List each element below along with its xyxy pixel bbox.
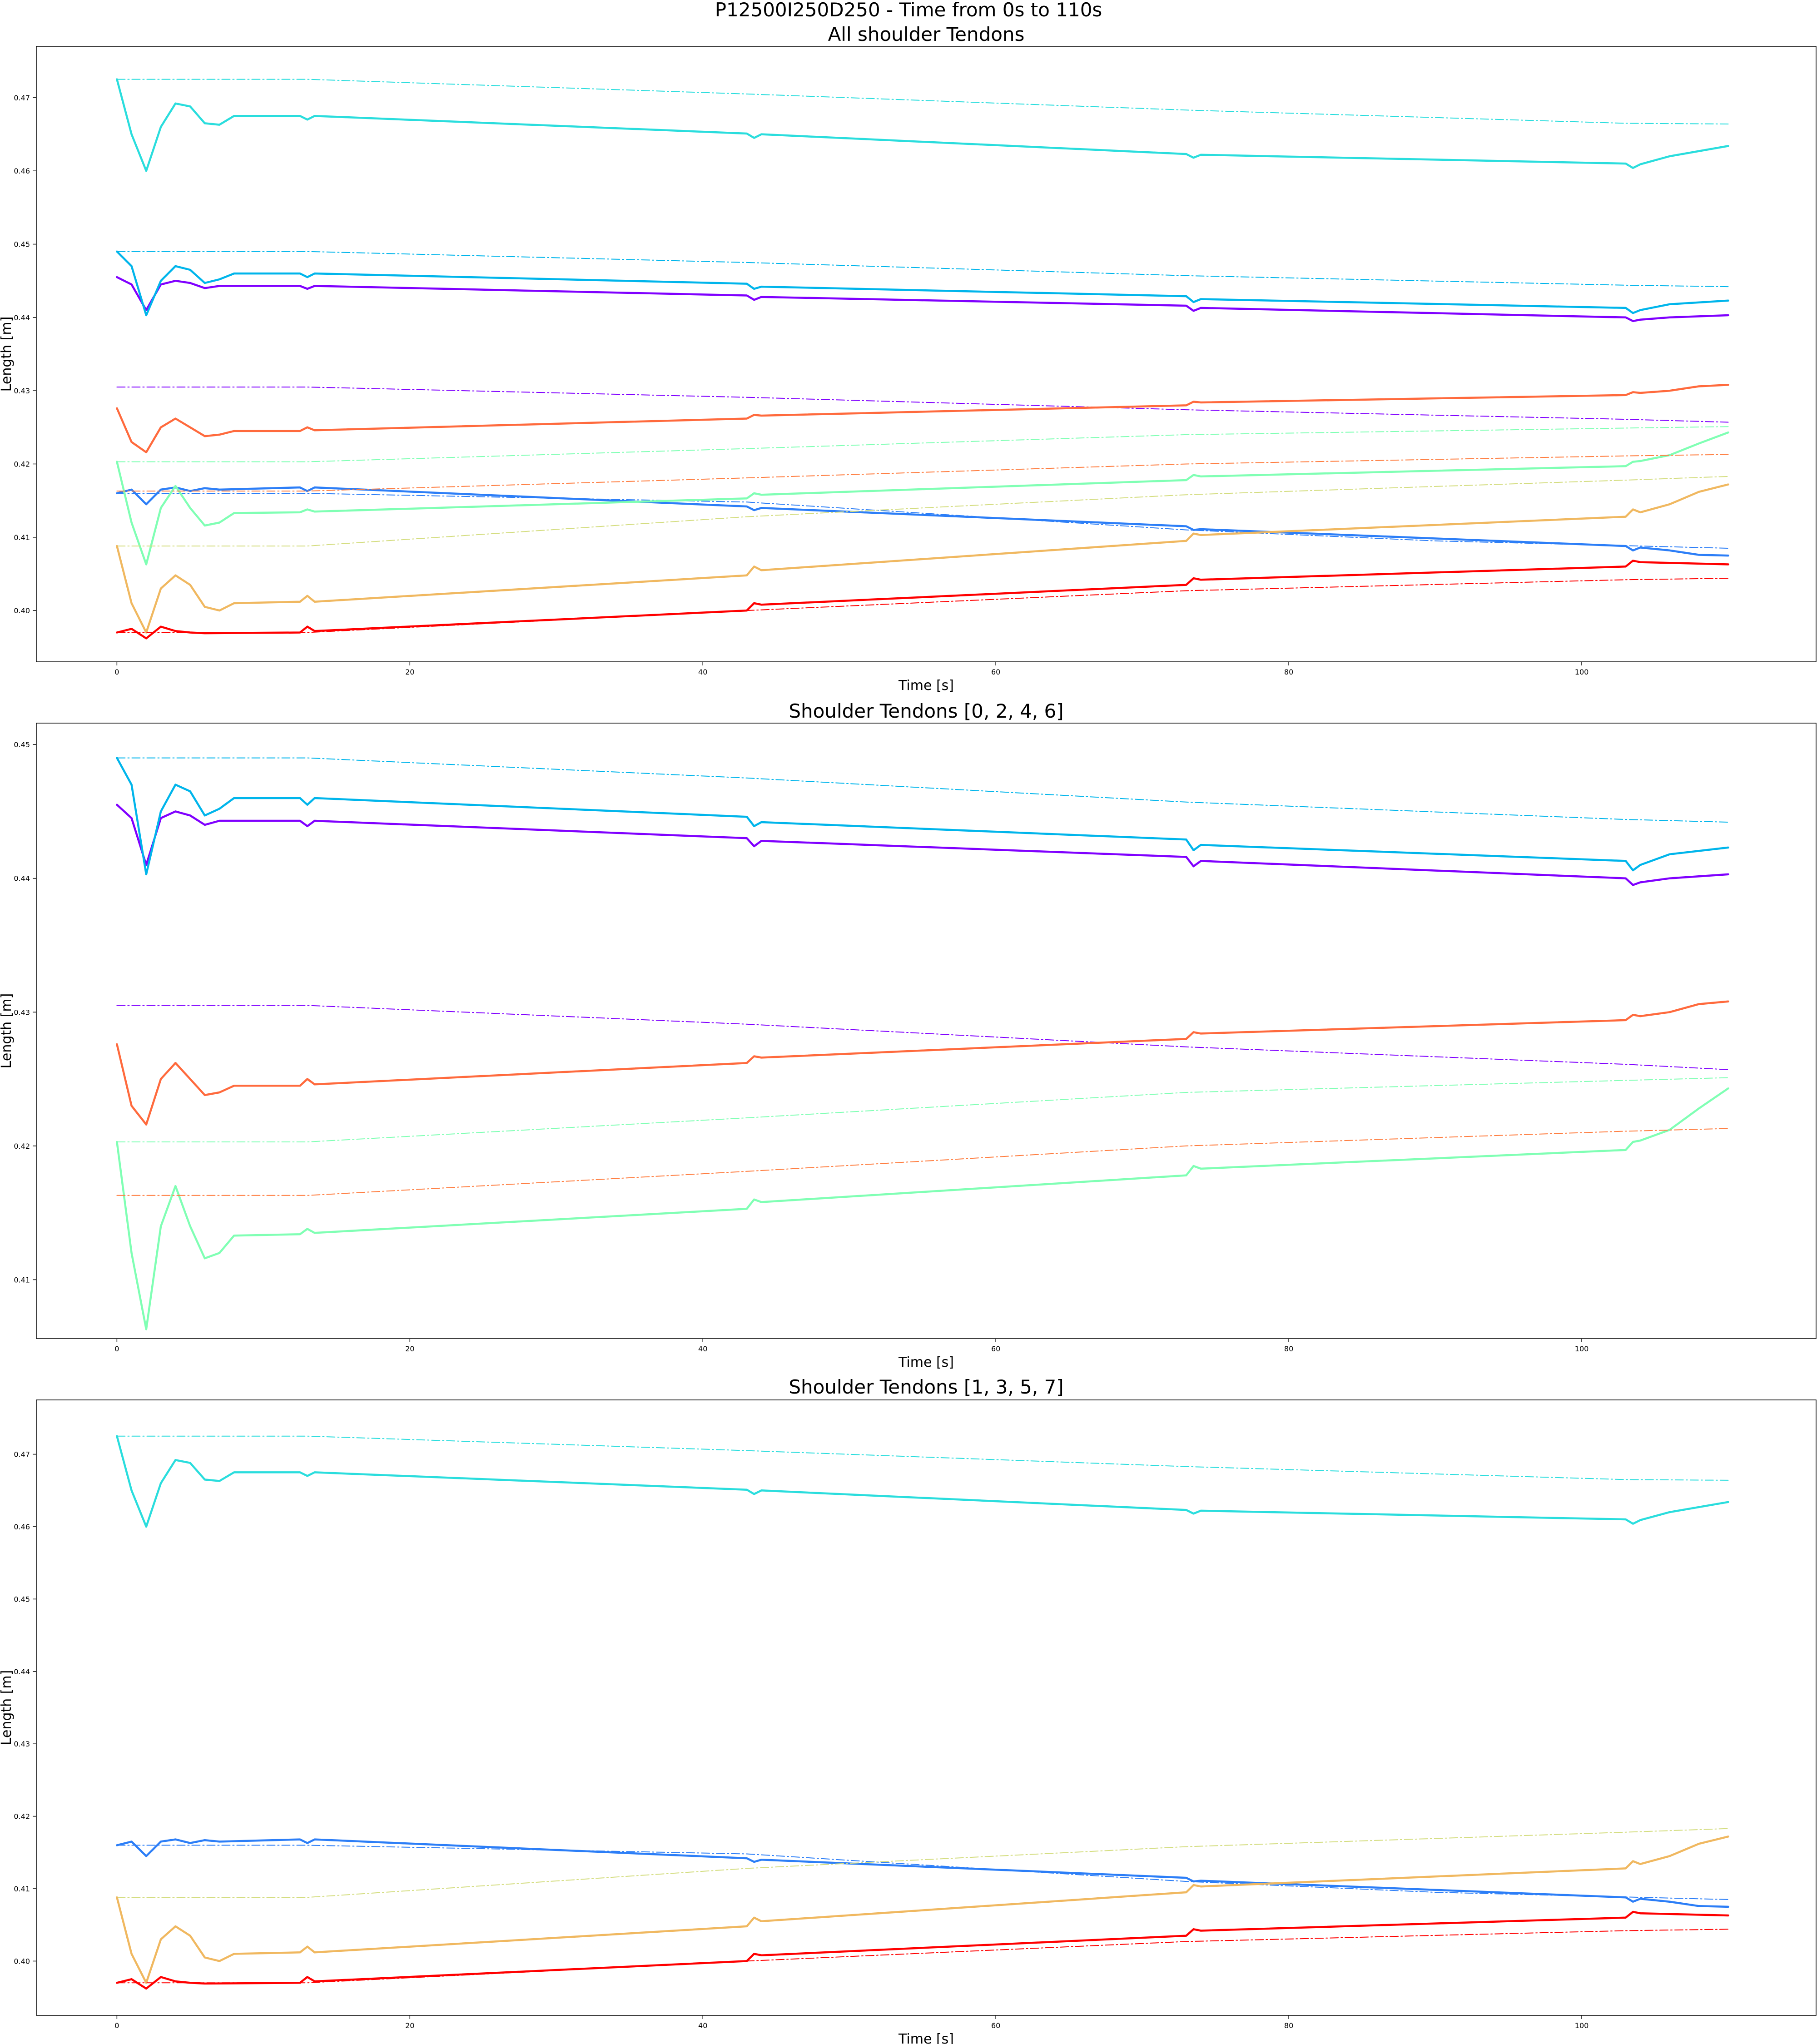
series-line-target-2 xyxy=(116,1435,1729,1481)
series-line-target-6 xyxy=(116,1929,1729,1984)
y-tick-label: 0.46 xyxy=(14,167,30,175)
x-tick-label: 80 xyxy=(1284,668,1293,676)
series-line-actual-5 xyxy=(116,250,1729,317)
series-line-target-8 xyxy=(116,426,1729,462)
subplot-title: All shoulder Tendons xyxy=(828,23,1025,45)
y-tick-label: 0.41 xyxy=(14,1275,30,1284)
series-line-actual-9 xyxy=(116,431,1729,566)
y-tick-label: 0.40 xyxy=(14,1957,30,1965)
figure-suptitle: P12500I250D250 - Time from 0s to 110s xyxy=(715,0,1102,21)
y-tick-label: 0.43 xyxy=(14,387,30,395)
y-tick-label: 0.42 xyxy=(14,1142,30,1151)
series-line-target-12 xyxy=(116,454,1729,492)
y-tick-label: 0.42 xyxy=(14,460,30,468)
series-line-actual-5 xyxy=(116,1836,1729,1984)
subplot-3: Shoulder Tendons [1, 3, 5, 7] 0 20 40 60 80 10… xyxy=(0,1376,1817,2044)
series-group xyxy=(116,757,1729,1330)
x-axis-label: Time [s] xyxy=(898,1354,954,1370)
series-line-target-2 xyxy=(116,757,1729,823)
y-axis-label: Length [m] xyxy=(0,1670,15,1746)
series-line-target-0 xyxy=(116,1005,1729,1070)
y-tick-label: 0.44 xyxy=(14,313,30,322)
series-line-actual-1 xyxy=(116,804,1729,886)
subplot-2: Shoulder Tendons [0, 2, 4, 6] 0 20 40 60 80 10… xyxy=(0,700,1817,1370)
y-tick-label: 0.42 xyxy=(14,1812,30,1821)
axes-frame xyxy=(36,1399,1817,2016)
x-tick-label: 80 xyxy=(1284,2021,1293,2030)
x-tick-label: 100 xyxy=(1575,1344,1589,1353)
x-tick-label: 20 xyxy=(405,1344,414,1353)
series-line-target-10 xyxy=(116,476,1729,547)
x-tick-label: 0 xyxy=(114,1344,119,1353)
y-tick-label: 0.47 xyxy=(14,1450,30,1459)
series-line-actual-7 xyxy=(116,1000,1729,1126)
y-tick-label: 0.43 xyxy=(14,1740,30,1748)
x-tick-label: 40 xyxy=(698,1344,707,1353)
x-tick-label: 0 xyxy=(114,668,119,676)
series-group xyxy=(116,78,1729,640)
series-line-target-6 xyxy=(116,79,1729,124)
x-tick-label: 60 xyxy=(991,668,1000,676)
y-tick-label: 0.41 xyxy=(14,1885,30,1893)
series-line-actual-5 xyxy=(116,1087,1729,1330)
subplot-title: Shoulder Tendons [1, 3, 5, 7] xyxy=(789,1376,1063,1398)
y-axis-label: Length [m] xyxy=(0,317,15,392)
series-line-actual-13 xyxy=(116,383,1729,453)
series-line-actual-3 xyxy=(116,1435,1729,1528)
subplot-title: Shoulder Tendons [0, 2, 4, 6] xyxy=(789,700,1063,722)
y-tick-label: 0.44 xyxy=(14,1667,30,1676)
series-group xyxy=(116,1435,1729,1990)
series-line-target-14 xyxy=(116,578,1729,633)
y-tick-label: 0.41 xyxy=(14,533,30,542)
y-tick-label: 0.45 xyxy=(14,240,30,249)
series-line-target-0 xyxy=(116,387,1729,423)
y-tick-label: 0.46 xyxy=(14,1523,30,1531)
series-line-actual-11 xyxy=(116,483,1729,634)
series-line-target-6 xyxy=(116,1128,1729,1196)
x-axis-label: Time [s] xyxy=(898,2031,954,2044)
x-tick-label: 60 xyxy=(991,1344,1000,1353)
y-tick-label: 0.45 xyxy=(14,740,30,749)
x-tick-label: 40 xyxy=(698,668,707,676)
x-tick-label: 80 xyxy=(1284,1344,1293,1353)
x-tick-label: 100 xyxy=(1575,2021,1589,2030)
y-tick-label: 0.43 xyxy=(14,1008,30,1017)
y-axis-label: Length [m] xyxy=(0,993,15,1069)
series-line-actual-3 xyxy=(116,757,1729,876)
y-tick-label: 0.44 xyxy=(14,874,30,883)
x-tick-label: 100 xyxy=(1575,668,1589,676)
series-line-actual-15 xyxy=(116,560,1729,640)
x-tick-label: 20 xyxy=(405,668,414,676)
x-tick-label: 40 xyxy=(698,2021,707,2030)
x-tick-label: 20 xyxy=(405,2021,414,2030)
subplot-1: All shoulder Tendons 0 20 40 60 80 100 0.40 0.41… xyxy=(0,23,1817,694)
series-line-actual-7 xyxy=(116,78,1729,172)
series-line-actual-7 xyxy=(116,1910,1729,1990)
series-line-target-4 xyxy=(116,251,1729,288)
series-line-target-4 xyxy=(116,1077,1729,1142)
x-axis-label: Time [s] xyxy=(898,678,954,694)
y-tick-label: 0.40 xyxy=(14,606,30,615)
series-line-actual-1 xyxy=(116,1838,1729,1908)
x-tick-label: 60 xyxy=(991,2021,1000,2030)
axes-frame xyxy=(36,46,1817,662)
series-line-target-4 xyxy=(116,1828,1729,1898)
y-tick-label: 0.45 xyxy=(14,1595,30,1603)
x-tick-label: 0 xyxy=(114,2021,119,2030)
y-tick-label: 0.47 xyxy=(14,94,30,102)
axes-frame xyxy=(36,723,1817,1339)
series-line-actual-3 xyxy=(116,486,1729,557)
series-line-actual-1 xyxy=(116,276,1729,322)
